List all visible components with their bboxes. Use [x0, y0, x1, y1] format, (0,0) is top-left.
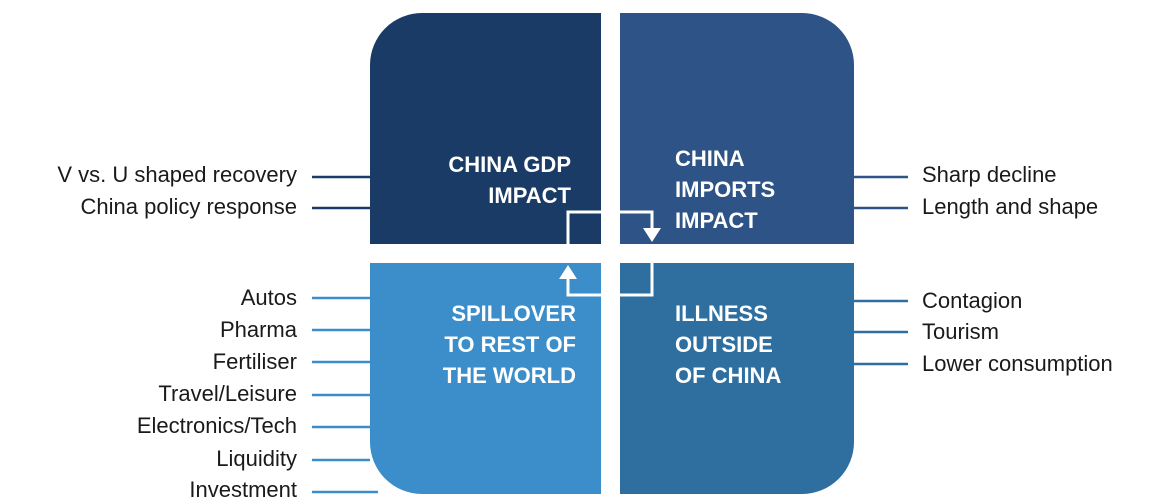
- illness-outside-china-quadrant: ILLNESS OUTSIDE OF CHINA: [620, 263, 854, 494]
- title-line: IMPACT: [488, 183, 571, 208]
- spillover-quadrant: SPILLOVER TO REST OF THE WORLD: [370, 263, 601, 494]
- title-line: IMPACT: [675, 208, 758, 233]
- quadrant-title: CHINA IMPORTS IMPACT: [675, 143, 875, 236]
- spillover-sector-label: Electronics/Tech: [136, 413, 297, 438]
- title-line: CHINA: [675, 146, 745, 171]
- quadrant-title: ILLNESS OUTSIDE OF CHINA: [675, 298, 875, 391]
- title-line: TO REST OF: [444, 332, 576, 357]
- spillover-sector-label: Investment: [189, 477, 297, 502]
- illness-factor-label: Lower consumption: [922, 351, 1113, 376]
- title-line: OF CHINA: [675, 363, 782, 388]
- china-gdp-impact-quadrant: CHINA GDP IMPACT: [370, 13, 601, 244]
- spillover-sector-label: Travel/Leisure: [158, 381, 297, 406]
- spillover-sector-label: Autos: [240, 285, 297, 310]
- gdp-factor-label: China policy response: [80, 194, 297, 219]
- spillover-sector-label: Pharma: [219, 317, 297, 342]
- spillover-sector-label: Fertiliser: [212, 349, 297, 374]
- illness-factor-label: Contagion: [922, 288, 1023, 313]
- title-line: CHINA GDP: [448, 152, 571, 177]
- imports-factor-label: Sharp decline: [922, 162, 1057, 187]
- quadrant-title: CHINA GDP IMPACT: [371, 149, 571, 211]
- title-line: OUTSIDE: [675, 332, 773, 357]
- gdp-factor-label: V vs. U shaped recovery: [57, 162, 297, 187]
- illness-factor-label: Tourism: [922, 319, 1000, 344]
- imports-factor-label: Length and shape: [922, 194, 1099, 219]
- title-line: ILLNESS: [675, 301, 768, 326]
- china-imports-impact-quadrant: CHINA IMPORTS IMPACT: [620, 13, 854, 244]
- title-line: IMPORTS: [675, 177, 776, 202]
- spillover-sector-label: Liquidity: [216, 446, 297, 471]
- quadrant-title: SPILLOVER TO REST OF THE WORLD: [376, 298, 576, 391]
- title-line: THE WORLD: [442, 363, 576, 388]
- title-line: SPILLOVER: [451, 301, 576, 326]
